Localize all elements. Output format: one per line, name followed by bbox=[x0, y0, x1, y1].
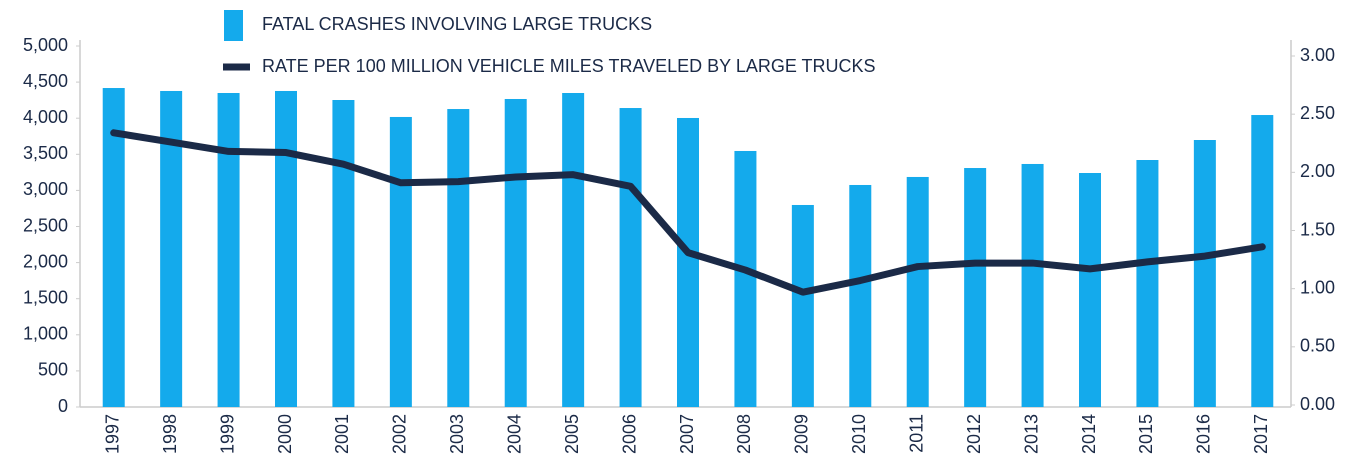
y-tick-label: 1,000 bbox=[23, 324, 68, 344]
y-tick-label: 4,000 bbox=[23, 107, 68, 127]
y2-tick-label: 1.50 bbox=[1300, 219, 1335, 239]
bar bbox=[504, 98, 527, 407]
x-tick-label: 2017 bbox=[1251, 414, 1271, 454]
x-tick-label: 2004 bbox=[504, 414, 524, 454]
y2-tick-label: 0.50 bbox=[1300, 336, 1335, 356]
x-tick-label: 2001 bbox=[332, 414, 352, 454]
x-tick-label: 2015 bbox=[1136, 414, 1156, 454]
y-tick-label: 2,500 bbox=[23, 215, 68, 235]
x-tick-label: 2007 bbox=[677, 414, 697, 454]
x-tick-label: 2008 bbox=[734, 414, 754, 454]
x-tick-label: 1999 bbox=[217, 414, 237, 454]
y-tick-label: 5,000 bbox=[23, 35, 68, 55]
bar bbox=[1193, 140, 1216, 407]
x-tick-label: 2003 bbox=[447, 414, 467, 454]
y2-tick-label: 2.00 bbox=[1300, 161, 1335, 181]
bar bbox=[332, 100, 355, 407]
bar bbox=[102, 88, 125, 408]
y2-tick-label: 0.00 bbox=[1300, 394, 1335, 414]
y-tick-label: 1,500 bbox=[23, 287, 68, 307]
x-tick-label: 2016 bbox=[1194, 414, 1214, 454]
x-tick-label: 2012 bbox=[964, 414, 984, 454]
bar bbox=[849, 184, 872, 407]
bar bbox=[964, 168, 987, 407]
line bbox=[110, 129, 1266, 296]
x-tick-label: 2014 bbox=[1079, 414, 1099, 454]
x-tick-label: 2013 bbox=[1021, 414, 1041, 454]
x-tick-label: 1997 bbox=[102, 414, 122, 454]
bar bbox=[619, 108, 642, 407]
legend-label: FATAL CRASHES INVOLVING LARGE TRUCKS bbox=[262, 14, 652, 34]
y-tick-label: 3,000 bbox=[23, 179, 68, 199]
y-tick-label: 0 bbox=[58, 396, 68, 416]
bar bbox=[275, 90, 297, 408]
y-tick-label: 4,500 bbox=[23, 71, 68, 91]
bar bbox=[562, 93, 585, 407]
y2-tick-label: 1.00 bbox=[1300, 277, 1335, 297]
y-tick-label: 3,500 bbox=[23, 143, 68, 163]
x-tick-label: 2010 bbox=[849, 414, 869, 454]
y2-tick-label: 2.50 bbox=[1300, 103, 1335, 123]
x-tick-label: 2005 bbox=[562, 414, 582, 454]
y-tick-label: 500 bbox=[38, 360, 68, 380]
bar bbox=[1251, 115, 1274, 408]
x-tick-label: 2009 bbox=[792, 414, 812, 454]
bar bbox=[734, 150, 757, 407]
bar bbox=[389, 116, 412, 408]
legend-swatch bbox=[224, 10, 243, 41]
x-tick-label: 2002 bbox=[390, 414, 410, 454]
x-tick-label: 2006 bbox=[619, 414, 639, 454]
bar bbox=[906, 176, 929, 407]
bar bbox=[1136, 160, 1159, 407]
x-tick-label: 1998 bbox=[160, 414, 180, 454]
bar bbox=[217, 93, 240, 407]
bar bbox=[160, 90, 183, 408]
bar bbox=[1079, 172, 1101, 407]
y2-tick-label: 3.00 bbox=[1300, 45, 1335, 65]
bar bbox=[447, 109, 470, 407]
bar bbox=[677, 117, 699, 407]
y-tick-label: 2,000 bbox=[23, 251, 68, 271]
bar bbox=[791, 204, 814, 407]
x-tick-label: 2011 bbox=[906, 414, 926, 453]
legend-label: RATE PER 100 MILLION VEHICLE MILES TRAVE… bbox=[262, 56, 876, 76]
bar bbox=[1021, 163, 1044, 407]
x-tick-label: 2000 bbox=[275, 414, 295, 454]
